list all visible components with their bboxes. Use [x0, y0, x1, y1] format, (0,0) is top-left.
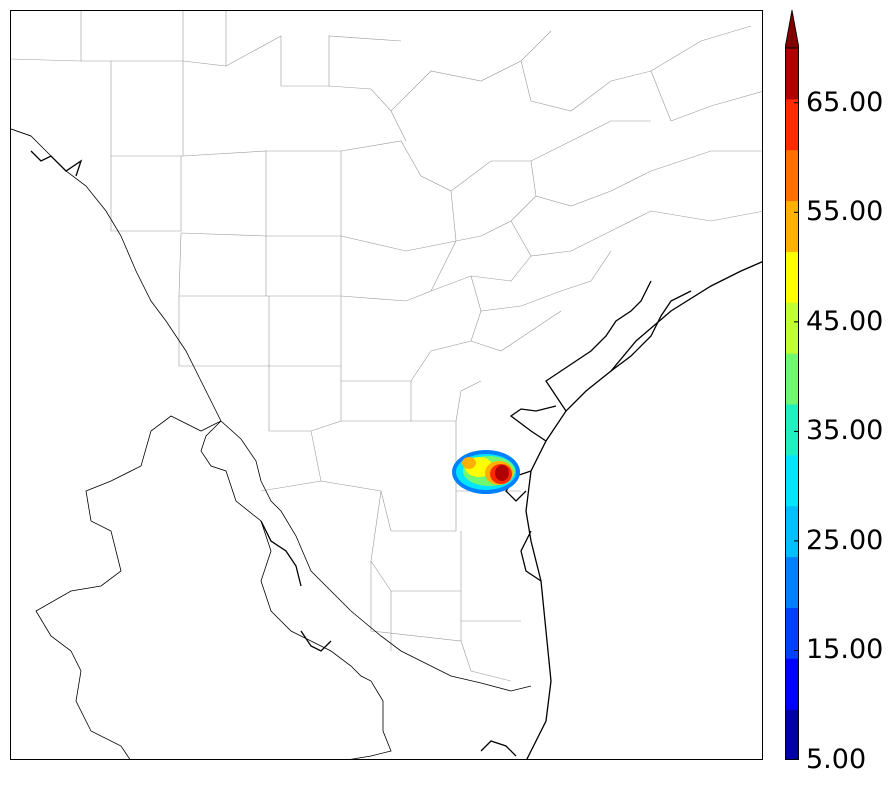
colorbar	[785, 10, 799, 760]
colorbar-extend-arrow	[785, 10, 799, 49]
colorbar-band	[785, 404, 799, 456]
colorbar-band	[785, 658, 799, 710]
colorbar-band	[785, 302, 799, 354]
colorbar-tick-label: 65.00	[806, 86, 884, 118]
colorbar-band	[785, 48, 799, 100]
county-map	[11, 11, 762, 759]
county-boundaries	[11, 11, 762, 682]
colorbar-band	[785, 353, 799, 405]
colorbar-tick-label: 45.00	[806, 305, 884, 337]
colorbar-band	[785, 98, 799, 151]
colorbar-band	[785, 200, 799, 252]
colorbar-band	[785, 505, 799, 558]
colorbar-tick-label: 55.00	[806, 196, 884, 228]
colorbar-tick-label: 35.00	[806, 415, 884, 447]
colorbar-tick-label: 25.00	[806, 524, 884, 556]
colorbar-band	[785, 607, 799, 659]
international-border	[11, 128, 532, 759]
colorbar-tick-label: 5.00	[806, 744, 867, 775]
colorbar-band	[785, 709, 799, 760]
precip-contours	[452, 450, 520, 494]
colorbar-band	[785, 454, 799, 507]
coastline	[30, 150, 762, 759]
map-panel[interactable]	[10, 10, 763, 760]
colorbar-band	[785, 149, 799, 202]
colorbar-band	[785, 251, 799, 303]
colorbar-tick-label: 15.00	[806, 634, 884, 666]
colorbar-frame	[785, 47, 799, 760]
colorbar-band	[785, 556, 799, 608]
